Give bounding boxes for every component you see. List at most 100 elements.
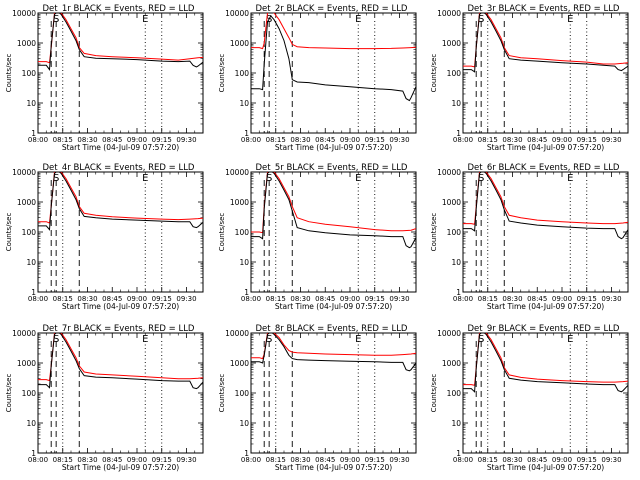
x-tick-label: 08:15 <box>53 136 73 144</box>
plot-frame <box>37 171 204 293</box>
y-tick-label: 10000 <box>225 168 249 177</box>
y-axis-label: Counts/sec <box>218 213 226 252</box>
plot-frame <box>37 12 204 134</box>
black-events-series <box>251 15 416 102</box>
x-tick-label: 09:00 <box>340 136 360 144</box>
y-tick-label: 10000 <box>12 168 36 177</box>
x-tick-label: 08:00 <box>453 456 473 464</box>
x-tick-label: 08:30 <box>502 295 522 303</box>
plot-frame <box>250 332 417 454</box>
y-tick-label: 1000 <box>230 359 249 368</box>
x-tick-label: 08:15 <box>478 295 498 303</box>
y-tick-label: 10 <box>451 419 461 428</box>
y-tick-label: 1 <box>31 129 36 138</box>
y-tick-label: 1 <box>244 129 249 138</box>
black-events-series <box>251 172 416 249</box>
chart-title: Det_1r BLACK = Events, RED = LLD <box>43 4 195 14</box>
red-lld-series <box>251 172 416 234</box>
y-tick-label: 10000 <box>437 168 461 177</box>
x-tick-label: 09:00 <box>127 456 147 464</box>
x-tick-label: 09:15 <box>365 456 385 464</box>
x-tick-label: 09:30 <box>601 295 621 303</box>
y-tick-label: 100 <box>235 389 250 398</box>
y-tick-label: 100 <box>22 389 37 398</box>
y-tick-label: 10000 <box>12 9 36 18</box>
plot-frame <box>250 171 417 293</box>
y-tick-label: 10 <box>451 99 461 108</box>
x-tick-label: 09:15 <box>365 295 385 303</box>
marker-label-S: S <box>478 334 484 345</box>
marker-label-E: E <box>142 14 148 25</box>
x-tick-label: 08:45 <box>527 295 547 303</box>
chart-panel-9: Det_9r BLACK = Events, RED = LLD 1 10 100 10… <box>430 324 629 472</box>
x-tick-label: 08:30 <box>502 456 522 464</box>
x-tick-label: 08:45 <box>315 295 335 303</box>
x-tick-label: 08:45 <box>527 136 547 144</box>
red-lld-series <box>38 172 203 224</box>
marker-label-E: E <box>567 14 573 25</box>
red-lld-series <box>251 13 416 50</box>
x-tick-label: 09:15 <box>152 136 172 144</box>
x-axis-label: Start Time (04-Jul-09 07:57:20) <box>62 463 179 472</box>
y-tick-label: 1 <box>456 129 461 138</box>
marker-label-E: E <box>355 173 361 184</box>
chart-panel-5: Det_5r BLACK = Events, RED = LLD 1 10 100 10… <box>218 163 417 311</box>
red-lld-series <box>38 13 203 64</box>
black-events-series <box>463 333 628 393</box>
x-tick-label: 08:00 <box>241 295 261 303</box>
x-tick-label: 08:15 <box>478 456 498 464</box>
y-axis-label: Counts/sec <box>5 213 13 252</box>
y-tick-label: 10000 <box>225 9 249 18</box>
chart-panel-2: Det_2r BLACK = Events, RED = LLD 1 10 100 10… <box>218 4 417 152</box>
chart-panel-4: Det_4r BLACK = Events, RED = LLD 1 10 100 10… <box>5 163 204 311</box>
x-axis-label: Start Time (04-Jul-09 07:57:20) <box>487 463 604 472</box>
y-tick-label: 1000 <box>230 198 249 207</box>
chart-title: Det_4r BLACK = Events, RED = LLD <box>43 163 195 173</box>
y-tick-label: 100 <box>235 69 250 78</box>
plot-frame <box>250 12 417 134</box>
chart-panel-8: Det_8r BLACK = Events, RED = LLD 1 10 100 10… <box>218 324 417 472</box>
y-axis-label: Counts/sec <box>430 374 438 413</box>
x-tick-label: 08:00 <box>453 136 473 144</box>
marker-label-E: E <box>355 334 361 345</box>
y-tick-label: 1 <box>31 288 36 297</box>
x-tick-label: 08:45 <box>102 136 122 144</box>
x-tick-label: 09:00 <box>552 136 572 144</box>
x-tick-label: 08:30 <box>502 136 522 144</box>
marker-label-S: S <box>53 334 59 345</box>
red-lld-series <box>463 172 628 225</box>
y-axis-label: Counts/sec <box>430 213 438 252</box>
x-axis-label: Start Time (04-Jul-09 07:57:20) <box>487 143 604 152</box>
red-lld-series <box>463 333 628 386</box>
red-lld-series <box>251 333 416 360</box>
x-tick-label: 09:30 <box>389 295 409 303</box>
x-tick-label: 08:00 <box>28 295 48 303</box>
x-tick-label: 08:30 <box>290 456 310 464</box>
y-tick-label: 10 <box>26 258 36 267</box>
chart-title: Det_9r BLACK = Events, RED = LLD <box>468 324 620 334</box>
x-tick-label: 09:00 <box>340 456 360 464</box>
x-tick-label: 08:30 <box>290 136 310 144</box>
x-tick-label: 08:15 <box>266 456 286 464</box>
marker-label-E: E <box>567 173 573 184</box>
y-axis-label: Counts/sec <box>218 374 226 413</box>
x-tick-label: 08:00 <box>28 136 48 144</box>
y-tick-label: 1 <box>244 449 249 458</box>
x-tick-label: 09:15 <box>365 136 385 144</box>
x-axis-label: Start Time (04-Jul-09 07:57:20) <box>62 143 179 152</box>
y-tick-label: 100 <box>447 69 462 78</box>
x-tick-label: 08:15 <box>478 136 498 144</box>
x-axis-label: Start Time (04-Jul-09 07:57:20) <box>62 302 179 311</box>
x-tick-label: 08:45 <box>102 295 122 303</box>
x-tick-label: 09:30 <box>389 456 409 464</box>
x-tick-label: 08:30 <box>77 456 97 464</box>
y-tick-label: 1000 <box>17 359 36 368</box>
marker-label-S: S <box>266 334 272 345</box>
x-tick-label: 08:45 <box>102 456 122 464</box>
y-tick-label: 10000 <box>225 329 249 338</box>
x-tick-label: 09:15 <box>577 456 597 464</box>
x-tick-label: 09:30 <box>601 136 621 144</box>
x-tick-label: 08:30 <box>77 295 97 303</box>
y-tick-label: 10000 <box>437 329 461 338</box>
chart-panel-6: Det_6r BLACK = Events, RED = LLD 1 10 100 10… <box>430 163 629 311</box>
